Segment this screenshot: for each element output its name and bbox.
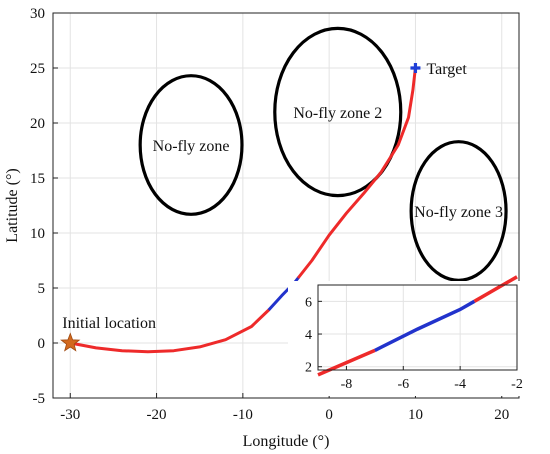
initial-location-label: Initial location (62, 315, 156, 332)
y-tick-label: 25 (30, 61, 45, 77)
inset-segment-1 (317, 348, 376, 377)
y-tick-label: 20 (30, 116, 45, 132)
inset-x-tick-label: -6 (397, 377, 409, 392)
y-tick-label: 10 (30, 226, 45, 242)
inset-background (288, 281, 520, 396)
x-tick-label: -30 (60, 407, 80, 423)
y-tick-label: 30 (30, 6, 45, 22)
no-fly-zone-ellipse-1 (138, 74, 244, 216)
inset-trajectory-line (317, 275, 518, 377)
plot-frame (52, 12, 520, 399)
y-tick-label: -5 (33, 391, 46, 407)
y-tick-label: 0 (38, 336, 46, 352)
inset-x-tick-label: -4 (454, 377, 466, 392)
inset-segment-3 (473, 275, 518, 303)
y-tick-label: 5 (38, 281, 46, 297)
y-tick-label: 15 (30, 171, 45, 187)
no-fly-zone-ellipse-2 (273, 26, 403, 198)
inset-y-tick-label: 6 (305, 295, 312, 310)
inset-zoom-chart: -8 -6 -4 -2 2 4 6 (288, 275, 523, 396)
x-tick-label: 0 (325, 407, 333, 423)
inset-x-ticks: -8 -6 -4 -2 (341, 366, 523, 392)
inset-x-tick-label: -2 (511, 377, 523, 392)
y-axis-label: Latitude (°) (4, 168, 21, 242)
no-fly-zone-label-3: No-fly zone 3 (414, 204, 503, 221)
inset-x-tick-label: -8 (341, 377, 353, 392)
inset-y-ticks: 2 4 6 (305, 295, 322, 376)
inset-segment-highlight (374, 299, 476, 352)
target-label: Target (426, 61, 467, 78)
star-icon (60, 332, 81, 352)
x-axis-label: Longitude (°) (243, 433, 330, 450)
x-tick-label: -10 (233, 407, 253, 423)
no-fly-zone-ellipse-3 (409, 140, 508, 282)
no-fly-zone-label-1: No-fly zone (153, 138, 230, 155)
y-axis-ticks: -5 0 5 10 15 20 25 30 (30, 6, 58, 407)
inset-frame (317, 284, 518, 371)
x-axis-ticks: -30 -20 -10 0 10 20 (60, 393, 509, 423)
plus-icon (410, 63, 421, 73)
trajectory-segment-3 (297, 66, 417, 279)
trajectory-segment-1 (68, 308, 271, 354)
no-fly-zones: No-fly zone No-fly zone 2 No-fly zone 3 (138, 26, 508, 282)
initial-location-marker (60, 332, 81, 352)
x-tick-label: 10 (408, 407, 423, 423)
no-fly-zone-label-2: No-fly zone 2 (293, 105, 382, 122)
inset-y-tick-label: 2 (305, 361, 312, 376)
inset-y-tick-label: 4 (305, 328, 312, 343)
target-marker (410, 63, 421, 73)
x-tick-label: -20 (147, 407, 167, 423)
x-tick-label: 20 (494, 407, 509, 423)
